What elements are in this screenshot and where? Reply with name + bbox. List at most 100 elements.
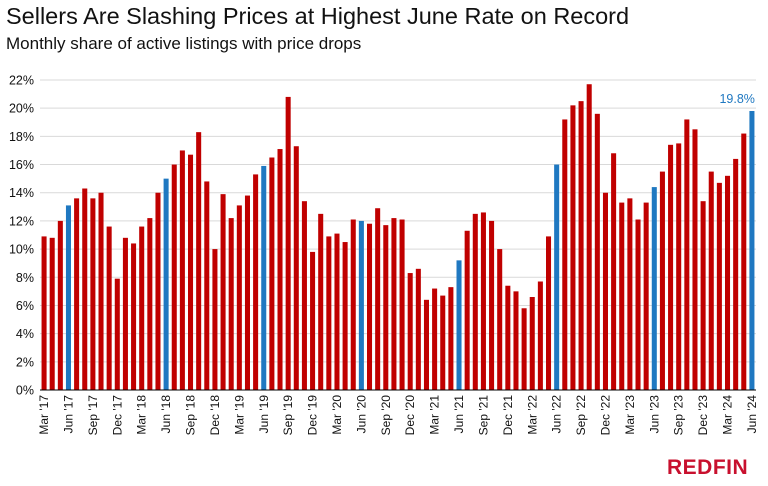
bar xyxy=(497,249,503,390)
bar-june xyxy=(456,260,462,390)
bar xyxy=(521,308,527,390)
bar-june xyxy=(163,178,169,390)
bar xyxy=(188,154,194,390)
chart-subtitle: Monthly share of active listings with pr… xyxy=(6,34,362,53)
bar xyxy=(236,205,242,390)
redfin-logo: REDFIN xyxy=(667,456,749,479)
bar xyxy=(619,202,625,390)
y-axis: 0% 2% 4% 6% 8% 10% 12% 14% 16% 18% 20% 22% xyxy=(9,74,34,398)
bar xyxy=(74,198,80,390)
bar xyxy=(228,218,234,390)
x-tick-label: Dec '20 xyxy=(403,395,417,436)
x-tick-label: Jun '18 xyxy=(159,395,173,434)
y-tick-label: 8% xyxy=(16,271,34,285)
bar xyxy=(318,213,324,390)
x-tick-label: Sep '18 xyxy=(184,395,198,436)
bar xyxy=(480,212,486,390)
bar xyxy=(253,174,259,390)
bar xyxy=(635,219,641,390)
bar xyxy=(269,157,275,390)
bar xyxy=(220,194,226,390)
y-tick-label: 16% xyxy=(9,158,34,172)
bar xyxy=(342,242,348,390)
x-tick-label: Mar '22 xyxy=(525,395,539,435)
bar xyxy=(82,188,88,390)
y-tick-label: 2% xyxy=(16,355,34,369)
x-tick-label: Jun '21 xyxy=(452,395,466,434)
bar xyxy=(139,226,145,390)
x-tick-label: Dec '19 xyxy=(306,395,320,436)
x-tick-label: Dec '18 xyxy=(208,395,222,436)
x-tick-label: Sep '21 xyxy=(476,395,490,436)
y-tick-label: 10% xyxy=(9,243,34,257)
bar xyxy=(725,175,731,390)
bar xyxy=(171,164,177,390)
bar xyxy=(415,268,421,390)
y-tick-label: 4% xyxy=(16,327,34,341)
x-tick-label: Mar '20 xyxy=(330,395,344,435)
bar xyxy=(179,150,185,390)
bar xyxy=(448,287,454,390)
x-tick-label: Mar '19 xyxy=(232,395,246,435)
bar xyxy=(49,237,55,390)
bar xyxy=(399,219,405,390)
bar xyxy=(375,208,381,390)
bar xyxy=(611,153,617,390)
bar xyxy=(277,149,283,390)
x-tick-label: Dec '17 xyxy=(110,395,124,436)
y-tick-label: 0% xyxy=(16,384,34,398)
x-tick-label: Jun '19 xyxy=(257,395,271,434)
bar xyxy=(285,96,291,390)
bar xyxy=(513,291,519,390)
x-tick-label: Mar '17 xyxy=(37,395,51,435)
bar xyxy=(114,278,120,390)
bar xyxy=(131,243,137,390)
bar xyxy=(90,198,96,390)
bar xyxy=(367,223,373,390)
x-tick-label: Dec '21 xyxy=(501,395,515,436)
bar xyxy=(98,192,104,390)
x-tick-label: Sep '23 xyxy=(672,395,686,436)
bar xyxy=(529,297,535,390)
bar xyxy=(350,219,356,390)
bar xyxy=(602,192,608,390)
bar xyxy=(407,273,413,390)
x-tick-label: Jun '23 xyxy=(647,395,661,434)
bar xyxy=(733,158,739,390)
x-tick-label: Jun '22 xyxy=(550,395,564,434)
bar xyxy=(440,295,446,390)
x-tick-label: Mar '23 xyxy=(623,395,637,435)
bar-june xyxy=(749,111,755,390)
bar xyxy=(684,119,690,390)
bar xyxy=(464,230,470,390)
bar xyxy=(432,288,438,390)
bar xyxy=(676,143,682,390)
bar xyxy=(562,119,568,390)
bar xyxy=(578,101,584,390)
chart-title: Sellers Are Slashing Prices at Highest J… xyxy=(6,3,630,29)
bar xyxy=(472,213,478,390)
y-tick-label: 20% xyxy=(9,102,34,116)
bar xyxy=(537,281,543,390)
bar xyxy=(692,129,698,390)
bar xyxy=(716,182,722,390)
bars xyxy=(41,84,755,391)
bar xyxy=(310,251,316,390)
y-tick-label: 6% xyxy=(16,299,34,313)
bar xyxy=(570,105,576,391)
bar xyxy=(586,84,592,390)
bar-june xyxy=(261,165,267,390)
y-tick-label: 14% xyxy=(9,186,34,200)
x-tick-label: Sep '20 xyxy=(379,395,393,436)
bar xyxy=(546,236,552,390)
x-tick-label: Jun '17 xyxy=(61,395,75,434)
bar xyxy=(293,146,299,390)
x-tick-label: Dec '22 xyxy=(598,395,612,436)
bar xyxy=(196,132,202,390)
x-tick-label: Sep '17 xyxy=(86,395,100,436)
x-tick-label: Sep '19 xyxy=(281,395,295,436)
bar-june xyxy=(65,205,71,390)
bar xyxy=(659,171,665,390)
